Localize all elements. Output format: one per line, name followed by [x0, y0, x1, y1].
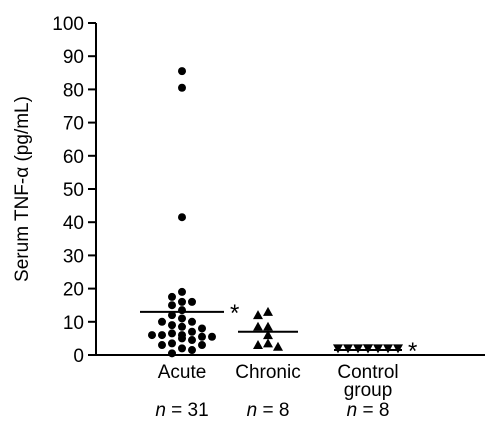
category-label: group: [344, 380, 393, 401]
y-tick-label: 100: [52, 14, 84, 35]
labels: Serum TNF-α (pg/mL) * Acute n = 31 Chronic n …: [12, 96, 417, 421]
data-point: [158, 341, 166, 350]
data-point: [178, 297, 186, 306]
data-point: [188, 297, 196, 306]
data-point: [188, 346, 196, 355]
y-ticks: 0 10 20 30 40 50 60 70 80 90 100: [52, 14, 96, 367]
data-point: [168, 349, 176, 358]
y-tick-label: 70: [63, 114, 84, 135]
data-point: [263, 321, 273, 331]
data-point: [178, 322, 186, 331]
data-point: [188, 336, 196, 345]
data-points: [148, 67, 403, 358]
axes: [95, 23, 485, 356]
data-point: [263, 330, 273, 340]
data-point: [353, 344, 363, 354]
data-point: [273, 341, 283, 351]
data-point: [253, 340, 263, 350]
category-label: Control: [337, 362, 398, 383]
n-label: n = 8: [247, 400, 290, 421]
data-point: [178, 213, 186, 222]
data-point: [393, 344, 403, 354]
median-lines: [140, 310, 402, 352]
data-point: [383, 344, 393, 354]
y-tick-label: 60: [63, 147, 84, 168]
data-point: [168, 311, 176, 320]
data-point: [178, 334, 186, 343]
data-point: [363, 344, 373, 354]
data-point: [263, 306, 273, 316]
y-tick-label: 0: [73, 346, 84, 367]
data-point: [253, 310, 263, 320]
y-tick-label: 10: [63, 313, 84, 334]
data-point: [253, 321, 263, 331]
data-point: [168, 292, 176, 301]
data-point: [148, 331, 156, 340]
y-tick-label: 90: [63, 47, 84, 68]
significance-star: *: [408, 338, 417, 365]
data-point: [178, 67, 186, 76]
data-point: [168, 339, 176, 348]
y-tick-label: 80: [63, 80, 84, 101]
data-point: [158, 331, 166, 340]
y-axis-label: Serum TNF-α (pg/mL): [12, 96, 33, 282]
data-point: [198, 324, 206, 333]
data-point: [333, 344, 343, 354]
data-point: [263, 338, 273, 348]
data-point: [168, 329, 176, 338]
y-tick-label: 40: [63, 213, 84, 234]
n-label: n = 31: [155, 400, 208, 421]
data-point: [158, 317, 166, 326]
n-label: n = 8: [347, 400, 390, 421]
y-tick-label: 30: [63, 246, 84, 267]
data-point: [168, 301, 176, 310]
data-point: [373, 344, 383, 354]
y-tick-label: 50: [63, 180, 84, 201]
data-point: [178, 314, 186, 323]
category-label: Chronic: [235, 362, 300, 383]
data-point: [198, 341, 206, 350]
data-point: [188, 317, 196, 326]
significance-star: *: [230, 300, 239, 327]
y-tick-label: 20: [63, 280, 84, 301]
data-point: [178, 83, 186, 92]
data-point: [188, 327, 196, 336]
category-label: Acute: [158, 362, 207, 383]
data-point: [168, 321, 176, 330]
data-point: [343, 344, 353, 354]
data-point: [178, 306, 186, 315]
data-point: [198, 332, 206, 341]
data-point: [178, 344, 186, 353]
data-point: [178, 287, 186, 296]
data-point: [208, 332, 216, 341]
